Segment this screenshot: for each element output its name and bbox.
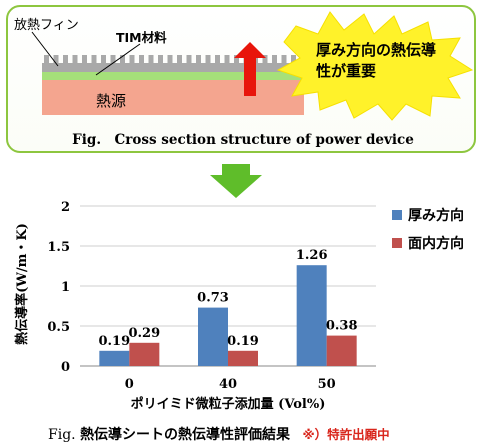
fin-base <box>42 63 304 72</box>
bar-0-2 <box>296 265 327 366</box>
fin <box>186 55 192 64</box>
data-label: 1.26 <box>296 248 328 263</box>
fin <box>120 55 125 64</box>
heat-flow-arrow <box>234 42 266 66</box>
fin <box>167 55 173 64</box>
y-tick-label: 1 <box>61 280 70 295</box>
fin <box>234 55 239 64</box>
fin <box>262 55 268 64</box>
bar-0-0 <box>99 350 130 366</box>
x-axis-label: ポリイミド微粒子添加量 (Vol%) <box>131 396 326 412</box>
fin <box>291 55 296 64</box>
bar-1-1 <box>228 350 258 366</box>
bar-1-0 <box>129 342 160 366</box>
callout-text: 厚み方向の熱伝導性が重要 <box>316 41 437 80</box>
x-tick-labels: 0 40 50 <box>125 377 336 392</box>
fin <box>129 55 135 64</box>
diagram-caption: Fig. Cross section structure of power de… <box>72 132 414 148</box>
data-label: 0.19 <box>98 334 130 349</box>
down-arrow <box>210 164 262 198</box>
data-labels: 0.190.290.730.191.260.38 <box>98 248 357 349</box>
fin <box>148 55 154 64</box>
fin <box>158 55 163 64</box>
y-tick-label: 0.5 <box>47 320 70 335</box>
data-label: 0.19 <box>227 334 259 349</box>
heat-source-layer <box>42 80 304 115</box>
y-tick-labels: 0 0.5 1 1.5 2 <box>47 200 70 375</box>
chart-caption-fig: Fig. <box>48 427 76 443</box>
fin <box>44 55 49 64</box>
bars <box>99 265 357 366</box>
chart-caption: Fig. 熱伝導シートの熱伝導性評価結果 ※）特許出願中 <box>48 424 390 444</box>
x-tick-label: 0 <box>125 377 134 392</box>
patent-note: ※）特許出願中 <box>302 427 390 442</box>
tim-label: TIM材料 <box>116 30 167 45</box>
x-tick-label: 40 <box>219 377 237 392</box>
fin <box>63 55 68 64</box>
bar-chart: 0.190.290.730.191.260.38 00.511.52 0 40 50… <box>14 200 464 412</box>
fin <box>91 55 97 64</box>
legend-label: 厚み方向 <box>408 207 464 224</box>
fin <box>139 55 144 64</box>
heat-source-label: 熱源 <box>96 92 127 110</box>
bar-0-1 <box>198 307 228 366</box>
fin-label: 放熱フィン <box>14 18 79 33</box>
data-label: 0.73 <box>197 291 229 306</box>
fin <box>205 55 211 64</box>
fin <box>177 55 182 64</box>
bar-1-2 <box>326 335 357 366</box>
tim-pointer <box>95 43 141 76</box>
fin <box>53 55 59 64</box>
legend-swatch <box>392 238 402 248</box>
data-label: 0.38 <box>326 319 358 334</box>
y-tick-label: 2 <box>61 200 70 215</box>
fin <box>272 55 277 64</box>
legend-label: 面内方向 <box>408 235 464 252</box>
fin <box>110 55 116 64</box>
y-tick-label: 1.5 <box>47 240 70 255</box>
callout-burst <box>276 11 474 121</box>
fin-pointer <box>31 31 59 67</box>
fin <box>101 55 106 64</box>
cross-section-diagram <box>31 11 474 198</box>
heat-fins <box>44 55 306 64</box>
fin <box>215 55 220 64</box>
fin <box>82 55 87 64</box>
fin <box>196 55 201 64</box>
fin <box>224 55 230 64</box>
fin <box>72 55 78 64</box>
legend-swatch <box>392 210 402 220</box>
fin <box>281 55 287 64</box>
heat-flow-arrow-shaft <box>244 58 256 96</box>
x-tick-label: 50 <box>318 377 336 392</box>
chart-caption-text: 熱伝導シートの熱伝導性評価結果 <box>80 427 291 443</box>
y-axis-label: 熱伝導率(W/m・K) <box>14 223 30 345</box>
tim-layer <box>42 71 304 80</box>
data-label: 0.29 <box>128 326 160 341</box>
y-tick-label: 0 <box>61 360 70 375</box>
